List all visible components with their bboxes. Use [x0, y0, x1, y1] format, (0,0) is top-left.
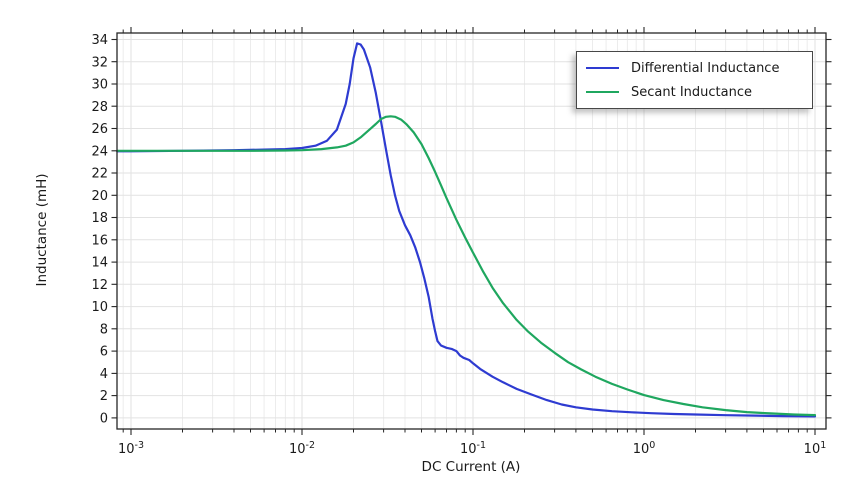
y-tick-label: 14	[91, 256, 108, 271]
y-tick-label: 22	[91, 167, 108, 182]
series-curves	[116, 42, 817, 418]
legend-item-secant: Secant Inductance	[586, 85, 812, 100]
x-axis-title: DC Current (A)	[421, 459, 521, 475]
y-tick-label: 10	[91, 300, 108, 315]
y-tick-label: 18	[91, 211, 108, 226]
series-line-differential	[116, 42, 817, 418]
legend: Differential Inductance Secant Inductanc…	[576, 51, 813, 109]
y-tick-label: 30	[91, 78, 108, 93]
y-tick-label: 24	[91, 144, 108, 159]
legend-label-secant: Secant Inductance	[631, 84, 752, 100]
legend-label-differential: Differential Inductance	[631, 60, 780, 76]
y-tick-label: 28	[91, 100, 108, 115]
x-tick-label: 100	[633, 440, 656, 457]
y-tick-label: 26	[91, 122, 108, 137]
y-axis-title: Inductance (mH)	[34, 173, 50, 287]
x-tick-label: 10-2	[289, 440, 315, 457]
legend-line-sample-differential	[586, 67, 619, 69]
legend-item-differential: Differential Inductance	[586, 61, 812, 76]
y-tick-label: 20	[91, 189, 108, 204]
x-tick-label: 10-1	[460, 440, 486, 457]
x-tick-label: 101	[804, 440, 827, 457]
gridlines-minor	[122, 33, 808, 429]
series-line-secant	[116, 115, 817, 417]
legend-line-sample-secant	[586, 91, 619, 93]
y-tick-label: 32	[91, 55, 108, 70]
plot-border	[116, 32, 827, 430]
y-tick-label: 12	[91, 278, 108, 293]
x-tick-label: 10-3	[118, 440, 144, 457]
axis-ticks	[111, 27, 832, 435]
y-tick-label: 4	[100, 367, 108, 382]
gridlines-major	[117, 33, 826, 429]
x-tick-labels: 10-3 10-2 10-1 100 101	[118, 440, 826, 457]
y-tick-label: 8	[100, 322, 108, 337]
y-tick-label: 34	[91, 33, 108, 48]
y-tick-label: 16	[91, 233, 108, 248]
y-tick-label: 0	[100, 411, 108, 426]
y-tick-label: 6	[100, 345, 108, 360]
y-tick-label: 2	[100, 389, 108, 404]
